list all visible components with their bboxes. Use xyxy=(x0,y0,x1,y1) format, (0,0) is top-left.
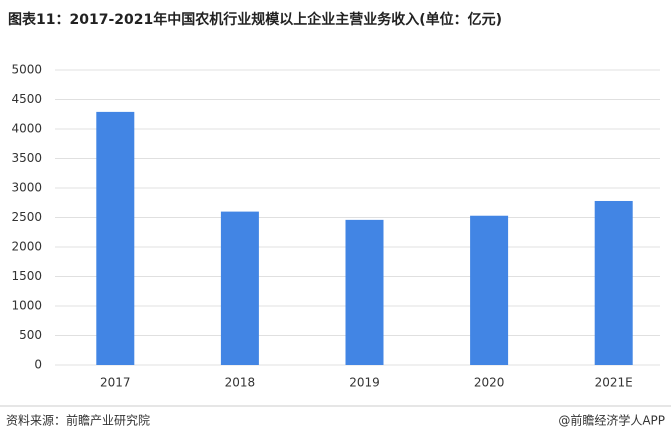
source: 资料来源：前瞻产业研究院 xyxy=(6,413,150,428)
x-tick-label: 2018 xyxy=(225,376,256,390)
chart-title: 图表11：2017-2021年中国农机行业规模以上企业主营业务收入(单位：亿元) xyxy=(8,11,502,28)
y-tick-label: 3000 xyxy=(11,181,42,195)
y-tick-label: 5000 xyxy=(11,63,42,77)
bar xyxy=(96,111,135,365)
bar xyxy=(345,219,384,365)
y-tick-label: 1000 xyxy=(11,299,42,313)
y-tick-label: 0 xyxy=(34,358,42,372)
x-tick-label: 2017 xyxy=(100,376,131,390)
x-tick-label: 2019 xyxy=(349,376,380,390)
bar xyxy=(594,200,633,365)
bar xyxy=(220,211,259,365)
credit: @前瞻经济学人APP xyxy=(558,413,665,428)
x-tick-label: 2021E xyxy=(595,376,633,390)
y-tick-label: 2000 xyxy=(11,240,42,254)
y-tick-label: 500 xyxy=(19,328,42,342)
y-tick-label: 4500 xyxy=(11,92,42,106)
bar xyxy=(470,215,509,365)
y-tick-label: 3500 xyxy=(11,151,42,165)
x-tick-label: 2020 xyxy=(474,376,505,390)
y-tick-label: 1500 xyxy=(11,269,42,283)
y-tick-label: 4000 xyxy=(11,122,42,136)
y-tick-label: 2500 xyxy=(11,210,42,224)
